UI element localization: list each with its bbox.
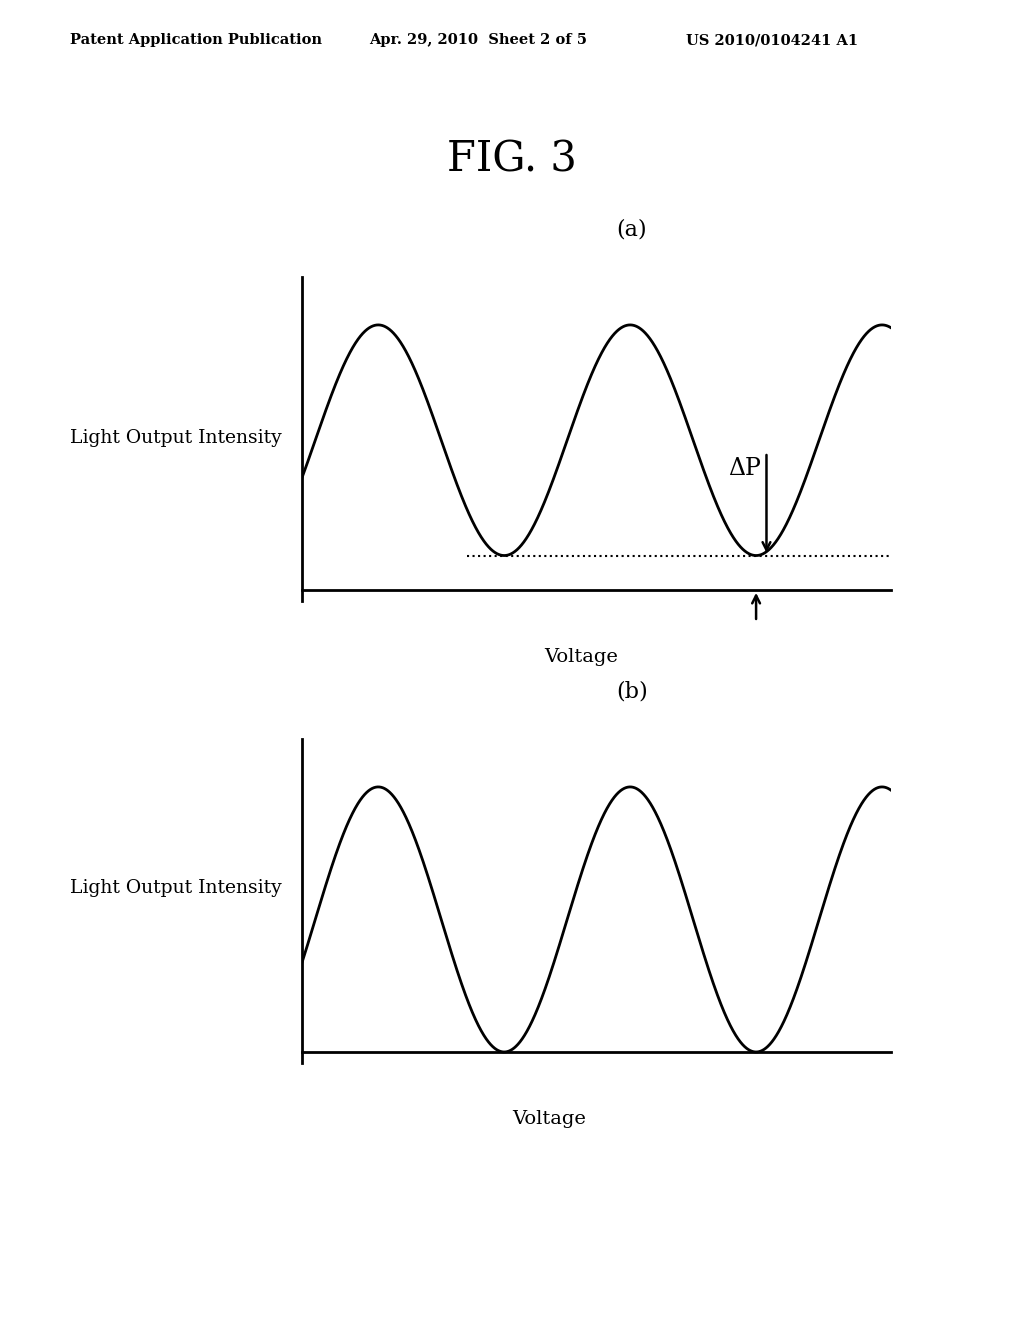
Text: Voltage: Voltage [512, 1110, 587, 1129]
Text: FIG. 3: FIG. 3 [447, 139, 577, 181]
Text: (a): (a) [616, 218, 647, 240]
Text: US 2010/0104241 A1: US 2010/0104241 A1 [686, 33, 858, 48]
Text: Light Output Intensity: Light Output Intensity [70, 429, 282, 447]
Text: Voltage: Voltage [544, 648, 617, 667]
Text: ΔP: ΔP [728, 457, 761, 479]
Text: Light Output Intensity: Light Output Intensity [70, 879, 282, 898]
Text: (b): (b) [615, 680, 648, 702]
Text: Patent Application Publication: Patent Application Publication [70, 33, 322, 48]
Text: Apr. 29, 2010  Sheet 2 of 5: Apr. 29, 2010 Sheet 2 of 5 [369, 33, 587, 48]
